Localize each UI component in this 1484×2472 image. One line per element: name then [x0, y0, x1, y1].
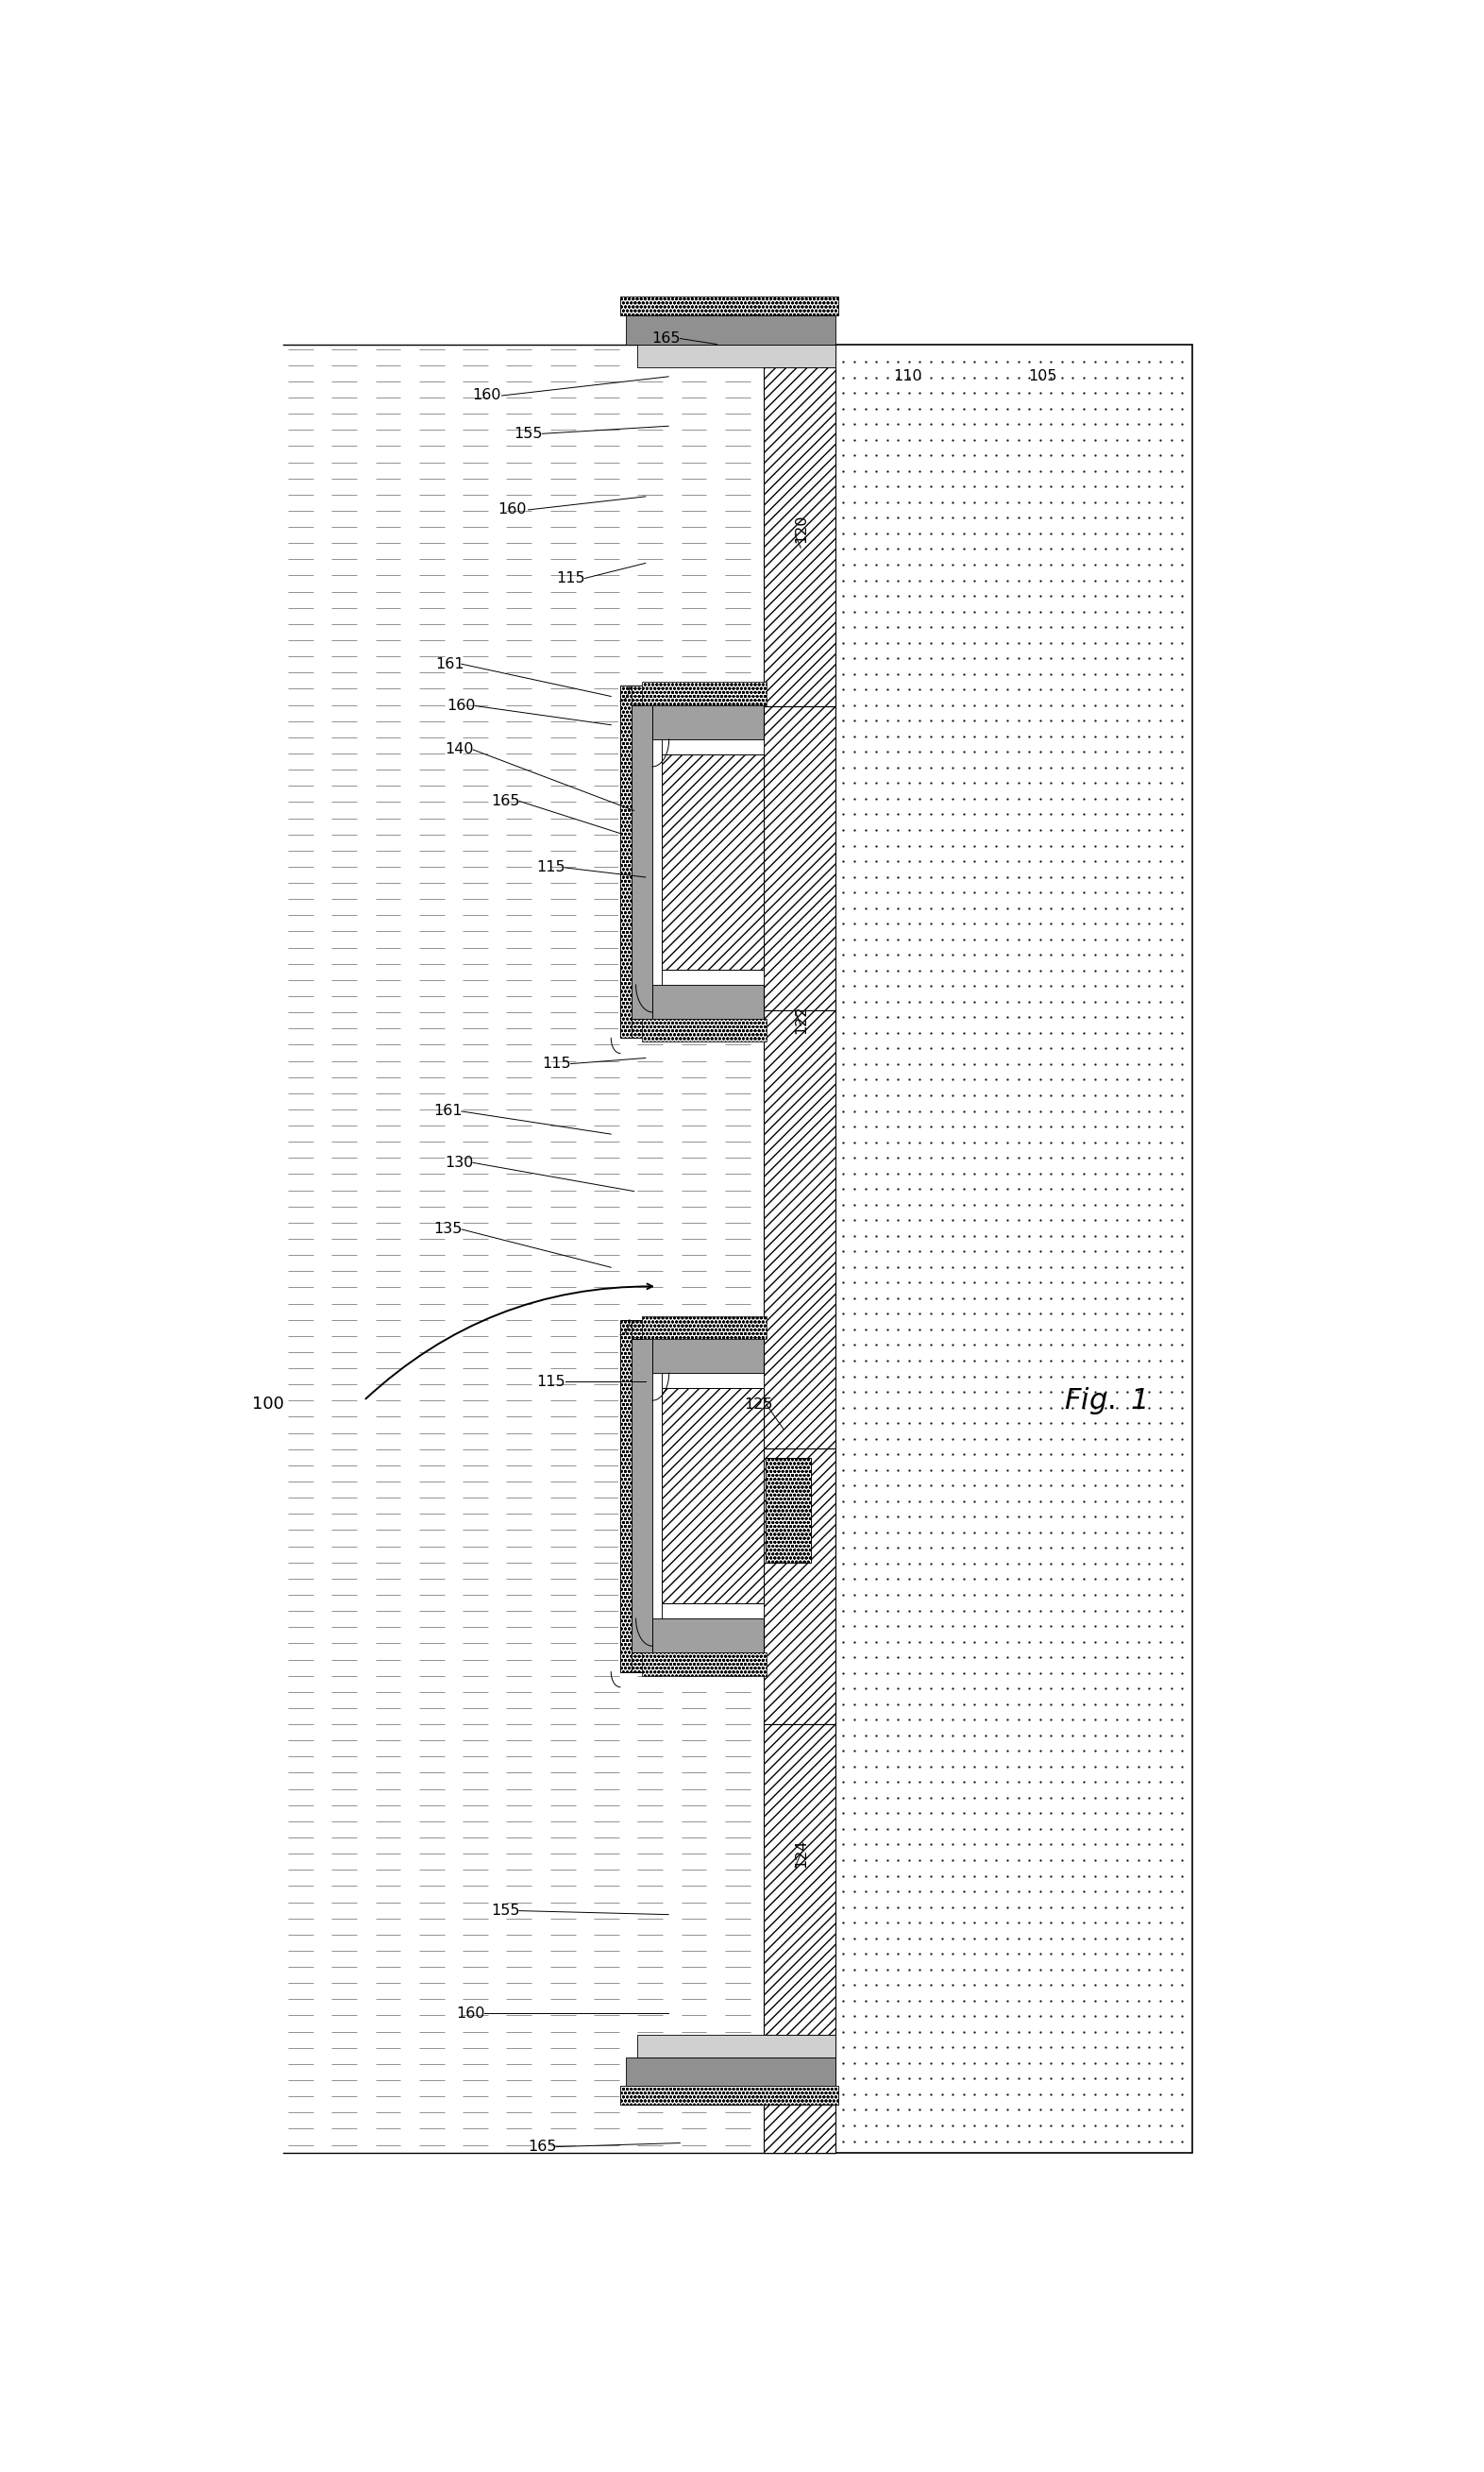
Bar	[662, 754, 764, 969]
Bar	[662, 1604, 764, 1619]
Bar	[620, 2086, 838, 2106]
Bar	[662, 739, 764, 754]
Bar	[632, 1018, 764, 1038]
Bar	[764, 366, 835, 707]
Text: 160: 160	[447, 700, 476, 712]
Text: 160: 160	[456, 2007, 485, 2020]
Text: 165: 165	[528, 2141, 556, 2153]
Bar	[620, 685, 632, 1038]
Bar	[632, 685, 764, 705]
Bar	[283, 344, 835, 2153]
Text: 105: 105	[1028, 368, 1057, 383]
Bar	[653, 1340, 764, 1372]
Bar	[626, 2057, 835, 2086]
Bar	[638, 2034, 835, 2057]
Text: 161: 161	[436, 658, 464, 670]
Text: 130: 130	[445, 1154, 473, 1169]
Text: 165: 165	[651, 331, 681, 346]
Bar	[766, 1458, 812, 1562]
Text: 115: 115	[537, 860, 565, 875]
Bar	[653, 1372, 662, 1619]
Bar	[617, 1315, 764, 1676]
Text: 120: 120	[794, 514, 807, 544]
Text: 165: 165	[491, 794, 519, 808]
Text: 135: 135	[433, 1221, 462, 1236]
Bar	[764, 1011, 835, 1449]
Text: 155: 155	[513, 428, 543, 440]
Bar	[835, 344, 1192, 2153]
Text: 161: 161	[433, 1105, 462, 1117]
Bar	[617, 682, 764, 1041]
Text: 110: 110	[893, 368, 922, 383]
Text: 155: 155	[491, 1903, 519, 1918]
Bar	[643, 1654, 766, 1676]
Bar	[653, 739, 662, 984]
Text: 160: 160	[497, 502, 527, 517]
Text: 160: 160	[472, 388, 502, 403]
Text: 100: 100	[252, 1397, 285, 1414]
Bar	[632, 705, 653, 1018]
Bar	[643, 1315, 766, 1340]
Text: 125: 125	[743, 1397, 773, 1412]
Bar	[620, 1320, 632, 1671]
Bar	[653, 984, 764, 1018]
Bar	[643, 682, 766, 705]
Text: 122: 122	[794, 1006, 807, 1033]
Bar	[764, 2034, 835, 2153]
Text: $\mathit{Fig.}$ 1: $\mathit{Fig.}$ 1	[1064, 1384, 1147, 1416]
Bar	[662, 1372, 764, 1389]
Bar	[620, 297, 838, 316]
Text: 140: 140	[445, 742, 473, 756]
Bar	[632, 1654, 764, 1671]
Text: 124: 124	[794, 1839, 807, 1869]
Text: 115: 115	[543, 1056, 571, 1070]
Bar	[764, 344, 835, 366]
Bar	[662, 1389, 764, 1604]
Bar	[764, 1725, 835, 2034]
Bar	[653, 1619, 764, 1654]
Bar	[632, 1320, 764, 1340]
Bar	[764, 707, 835, 1011]
Bar	[653, 705, 764, 739]
Bar	[626, 316, 835, 344]
Bar	[632, 1340, 653, 1654]
Text: 115: 115	[537, 1374, 565, 1389]
Bar	[643, 1018, 766, 1041]
Text: 115: 115	[556, 571, 585, 586]
Bar	[764, 1449, 835, 1725]
Bar	[662, 969, 764, 984]
Bar	[638, 344, 835, 366]
